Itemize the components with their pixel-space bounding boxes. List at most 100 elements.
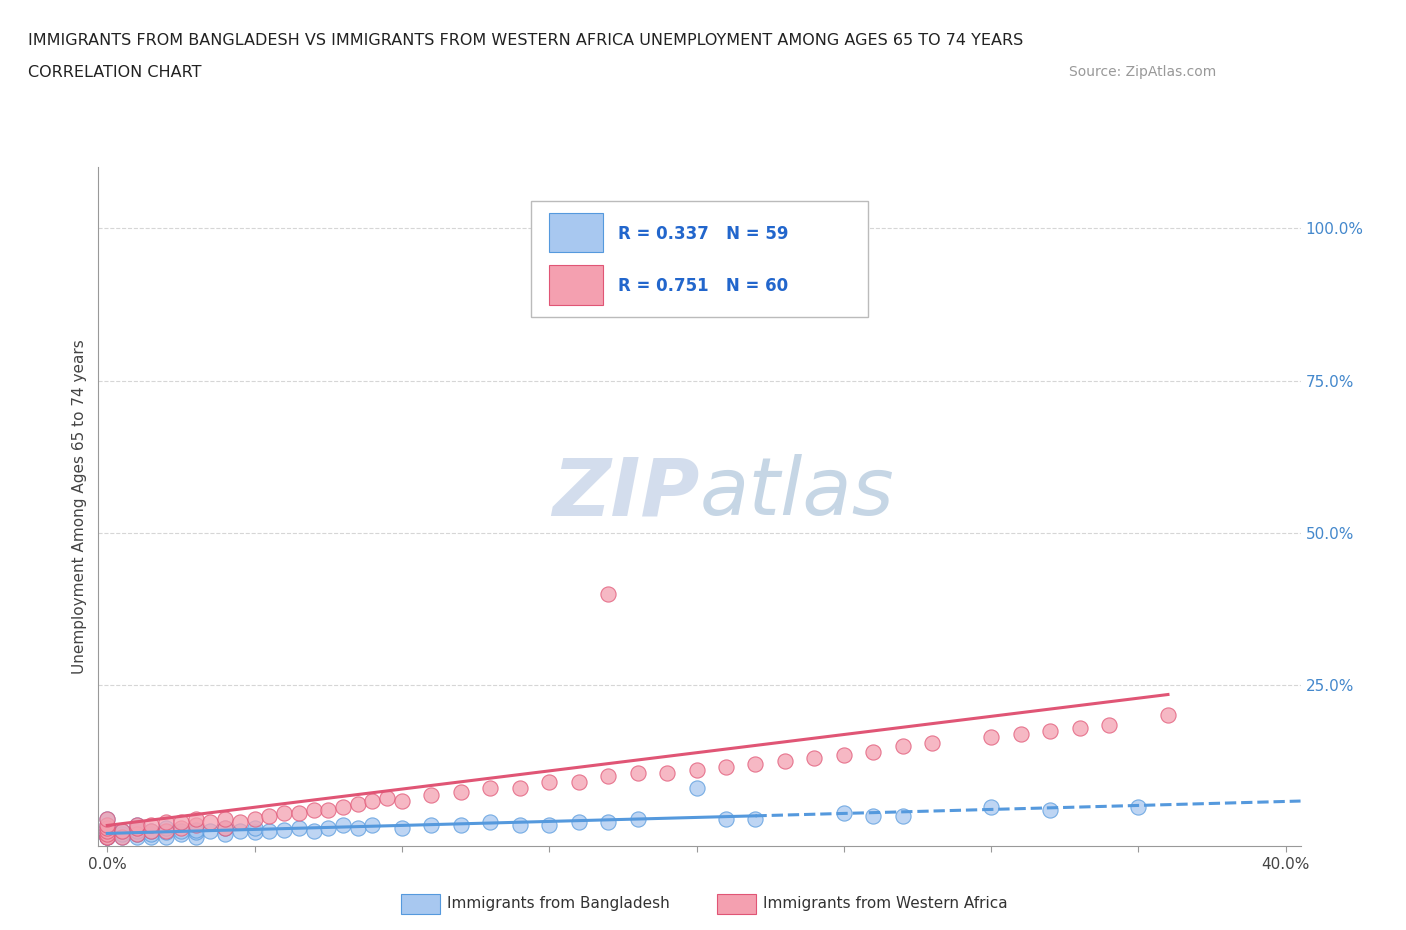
- Point: [361, 817, 384, 832]
- FancyBboxPatch shape: [531, 202, 868, 317]
- Point: [346, 820, 368, 835]
- Point: [200, 815, 222, 830]
- Point: [509, 817, 531, 832]
- Point: [96, 812, 118, 827]
- Point: [200, 824, 222, 839]
- Point: [302, 803, 325, 817]
- Point: [155, 825, 177, 840]
- Point: [332, 817, 354, 832]
- Point: [891, 738, 914, 753]
- Point: [96, 817, 118, 832]
- Point: [862, 808, 884, 823]
- Point: [346, 796, 368, 811]
- Point: [626, 812, 648, 827]
- Point: [184, 812, 207, 827]
- Point: [125, 820, 148, 835]
- Point: [184, 830, 207, 844]
- Point: [229, 815, 252, 830]
- Point: [598, 586, 620, 601]
- Point: [862, 745, 884, 760]
- Point: [332, 799, 354, 814]
- FancyBboxPatch shape: [550, 265, 603, 304]
- Point: [316, 803, 339, 817]
- Point: [744, 812, 766, 827]
- Text: CORRELATION CHART: CORRELATION CHART: [28, 65, 201, 80]
- Text: atlas: atlas: [700, 454, 894, 532]
- Point: [111, 824, 134, 839]
- Point: [685, 781, 707, 796]
- Point: [155, 820, 177, 835]
- Point: [509, 781, 531, 796]
- Point: [214, 812, 236, 827]
- Point: [259, 824, 281, 839]
- Point: [568, 775, 591, 790]
- Point: [155, 815, 177, 830]
- Point: [96, 812, 118, 827]
- Point: [538, 775, 561, 790]
- Point: [229, 824, 252, 839]
- Point: [96, 830, 118, 844]
- Text: R = 0.751   N = 60: R = 0.751 N = 60: [617, 277, 787, 295]
- Point: [553, 220, 575, 235]
- Point: [214, 820, 236, 835]
- Point: [391, 793, 413, 808]
- Point: [111, 830, 134, 844]
- Point: [273, 822, 295, 837]
- Point: [96, 824, 118, 839]
- Text: Source: ZipAtlas.com: Source: ZipAtlas.com: [1069, 65, 1216, 79]
- Point: [921, 736, 943, 751]
- Point: [96, 830, 118, 844]
- Point: [832, 805, 855, 820]
- Point: [479, 781, 502, 796]
- Point: [287, 805, 309, 820]
- Point: [1039, 803, 1062, 817]
- Text: Immigrants from Bangladesh: Immigrants from Bangladesh: [447, 897, 669, 911]
- Point: [96, 820, 118, 835]
- Point: [125, 824, 148, 839]
- Y-axis label: Unemployment Among Ages 65 to 74 years: Unemployment Among Ages 65 to 74 years: [72, 339, 87, 674]
- Point: [375, 790, 398, 805]
- Point: [96, 830, 118, 844]
- Point: [155, 830, 177, 844]
- Point: [479, 815, 502, 830]
- Point: [316, 820, 339, 835]
- Point: [302, 824, 325, 839]
- Point: [273, 805, 295, 820]
- Point: [685, 763, 707, 777]
- Point: [170, 824, 193, 839]
- Point: [714, 812, 737, 827]
- Text: ZIP: ZIP: [553, 454, 700, 532]
- Point: [832, 748, 855, 763]
- Point: [141, 827, 163, 842]
- Point: [714, 760, 737, 775]
- Point: [568, 815, 591, 830]
- Point: [125, 827, 148, 842]
- Point: [184, 825, 207, 840]
- Point: [1098, 717, 1121, 732]
- Point: [1069, 720, 1091, 735]
- Point: [125, 817, 148, 832]
- Point: [243, 820, 266, 835]
- Text: Immigrants from Western Africa: Immigrants from Western Africa: [763, 897, 1008, 911]
- Point: [450, 784, 472, 799]
- Point: [391, 820, 413, 835]
- Point: [184, 817, 207, 832]
- Point: [111, 824, 134, 839]
- Point: [803, 751, 825, 765]
- Point: [655, 765, 678, 780]
- Point: [96, 824, 118, 839]
- Point: [1157, 708, 1180, 723]
- Text: IMMIGRANTS FROM BANGLADESH VS IMMIGRANTS FROM WESTERN AFRICA UNEMPLOYMENT AMONG : IMMIGRANTS FROM BANGLADESH VS IMMIGRANTS…: [28, 33, 1024, 47]
- Point: [111, 827, 134, 842]
- Point: [141, 824, 163, 839]
- Point: [141, 830, 163, 844]
- Point: [626, 765, 648, 780]
- Point: [287, 820, 309, 835]
- Point: [96, 830, 118, 844]
- FancyBboxPatch shape: [550, 213, 603, 252]
- Point: [1010, 726, 1032, 741]
- Point: [125, 817, 148, 832]
- Point: [744, 757, 766, 772]
- Point: [125, 827, 148, 842]
- Point: [96, 827, 118, 842]
